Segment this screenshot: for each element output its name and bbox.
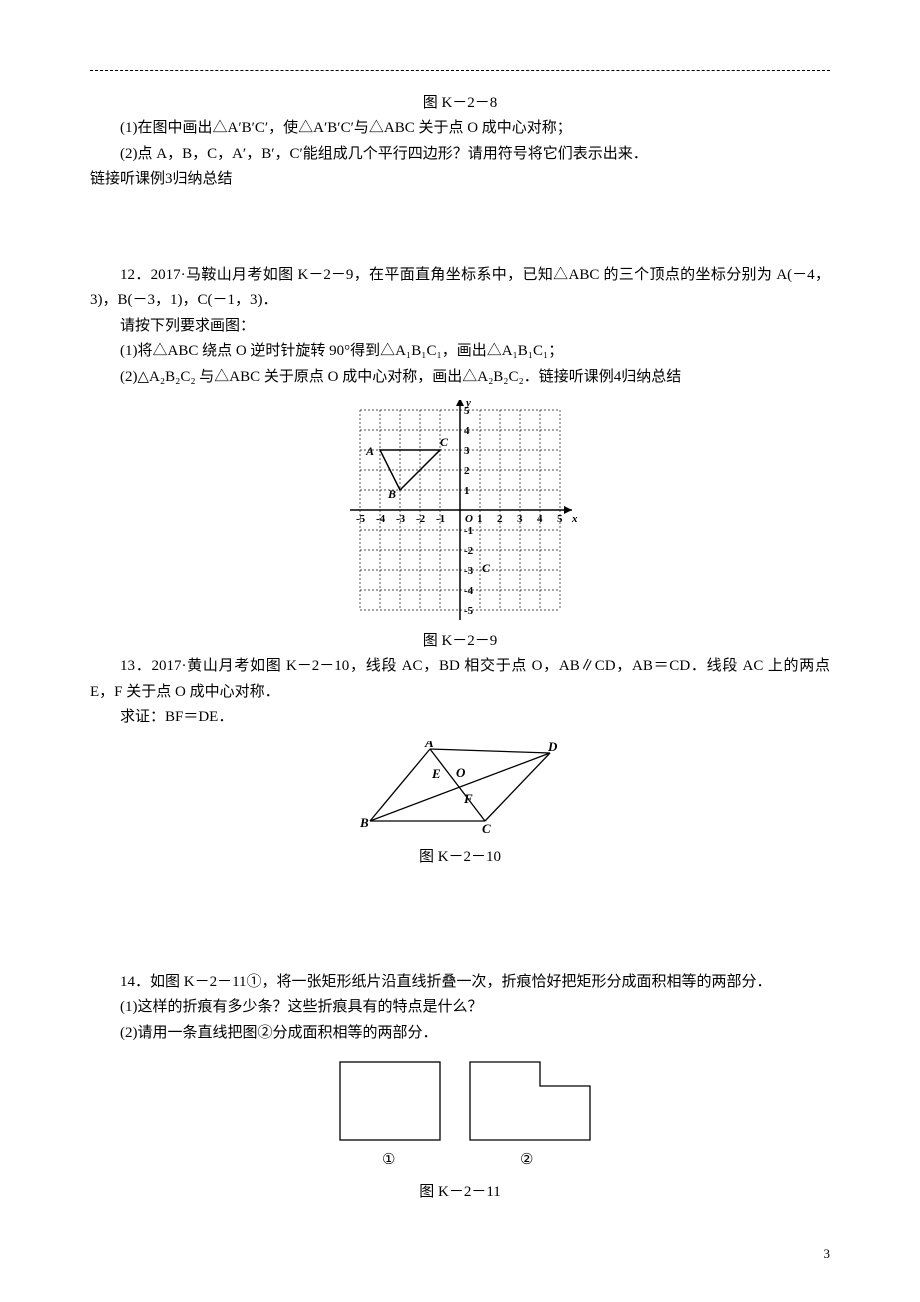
svg-text:1: 1 xyxy=(477,513,483,525)
svg-text:B: B xyxy=(387,487,396,501)
figure-k210: A B C D E F O xyxy=(90,741,830,841)
svg-text:5: 5 xyxy=(557,513,563,525)
svg-text:y: y xyxy=(464,400,471,409)
q13-line1: 13．2017·黄山月考如图 K－2－10，线段 AC，BD 相交于点 O，AB… xyxy=(90,654,830,705)
svg-text:F: F xyxy=(463,791,473,806)
svg-text:3: 3 xyxy=(517,513,523,525)
q12-line3: (1)将△ABC 绕点 O 逆时针旋转 90°得到△A₁B₁C₁，画出△A₁B₁… xyxy=(90,339,830,365)
svg-text:①: ① xyxy=(382,1152,395,1168)
q12-line4: (2)△A₂B₂C₂ 与△ABC 关于原点 O 成中心对称，画出△A₂B₂C₂．… xyxy=(90,365,830,391)
svg-text:-2: -2 xyxy=(464,545,474,557)
svg-text:1: 1 xyxy=(464,485,470,497)
svg-text:O: O xyxy=(465,513,473,525)
link-note-1: 链接听课例3归纳总结 xyxy=(90,167,830,193)
svg-text:-1: -1 xyxy=(464,525,473,537)
figure-k211: ① ② xyxy=(90,1056,830,1176)
svg-text:2: 2 xyxy=(497,513,503,525)
svg-text:x: x xyxy=(571,513,578,525)
page-number: 3 xyxy=(824,1246,831,1262)
svg-text:C: C xyxy=(440,435,449,449)
figure-caption-k28: 图 K－2－8 xyxy=(90,91,830,112)
q11-part2: (2)点 A，B，C，A′，B′，C′能组成几个平行四边形？请用符号将它们表示出… xyxy=(90,142,830,168)
q13-line2: 求证：BF＝DE． xyxy=(90,705,830,731)
svg-text:-3: -3 xyxy=(396,513,406,525)
svg-text:E: E xyxy=(431,766,441,781)
top-divider xyxy=(90,70,830,71)
rect-shapes-svg: ① ② xyxy=(320,1056,600,1171)
svg-text:②: ② xyxy=(520,1152,533,1168)
figure-caption-k29: 图 K－2－9 xyxy=(90,629,830,650)
figure-caption-k211: 图 K－2－11 xyxy=(90,1180,830,1201)
svg-text:-1: -1 xyxy=(436,513,445,525)
figure-caption-k210: 图 K－2－10 xyxy=(90,845,830,866)
svg-text:A: A xyxy=(424,741,434,750)
svg-text:B: B xyxy=(360,815,369,830)
coordinate-grid-svg: -5-4-3-2-1 O 12345 54321 -1-2-3-4-5 x y … xyxy=(330,400,590,620)
svg-text:-4: -4 xyxy=(464,585,474,597)
svg-text:2: 2 xyxy=(464,465,470,477)
q12-line2: 请按下列要求画图： xyxy=(90,314,830,340)
q14-line3: (2)请用一条直线把图②分成面积相等的两部分． xyxy=(90,1021,830,1047)
svg-text:A: A xyxy=(365,444,374,458)
q14-line1: 14．如图 K－2－11①，将一张矩形纸片沿直线折叠一次，折痕恰好把矩形分成面积… xyxy=(90,970,830,996)
svg-text:-3: -3 xyxy=(464,565,474,577)
figure-k29: -5-4-3-2-1 O 12345 54321 -1-2-3-4-5 x y … xyxy=(90,400,830,625)
svg-text:-5: -5 xyxy=(464,605,474,617)
svg-text:-4: -4 xyxy=(376,513,386,525)
svg-text:4: 4 xyxy=(537,513,543,525)
svg-text:4: 4 xyxy=(464,425,470,437)
svg-text:C: C xyxy=(482,821,491,836)
svg-text:3: 3 xyxy=(464,445,470,457)
q14-line2: (1)这样的折痕有多少条？这些折痕具有的特点是什么？ xyxy=(90,995,830,1021)
svg-text:-2: -2 xyxy=(416,513,426,525)
svg-text:O: O xyxy=(456,765,466,780)
q11-part1: (1)在图中画出△A′B′C′，使△A′B′C′与△ABC 关于点 O 成中心对… xyxy=(90,116,830,142)
q12-line1: 12．2017·马鞍山月考如图 K－2－9，在平面直角坐标系中，已知△ABC 的… xyxy=(90,263,830,314)
svg-text:C: C xyxy=(482,561,491,575)
svg-text:-5: -5 xyxy=(356,513,366,525)
svg-text:D: D xyxy=(547,741,558,754)
geom-figure-svg: A B C D E F O xyxy=(360,741,560,836)
